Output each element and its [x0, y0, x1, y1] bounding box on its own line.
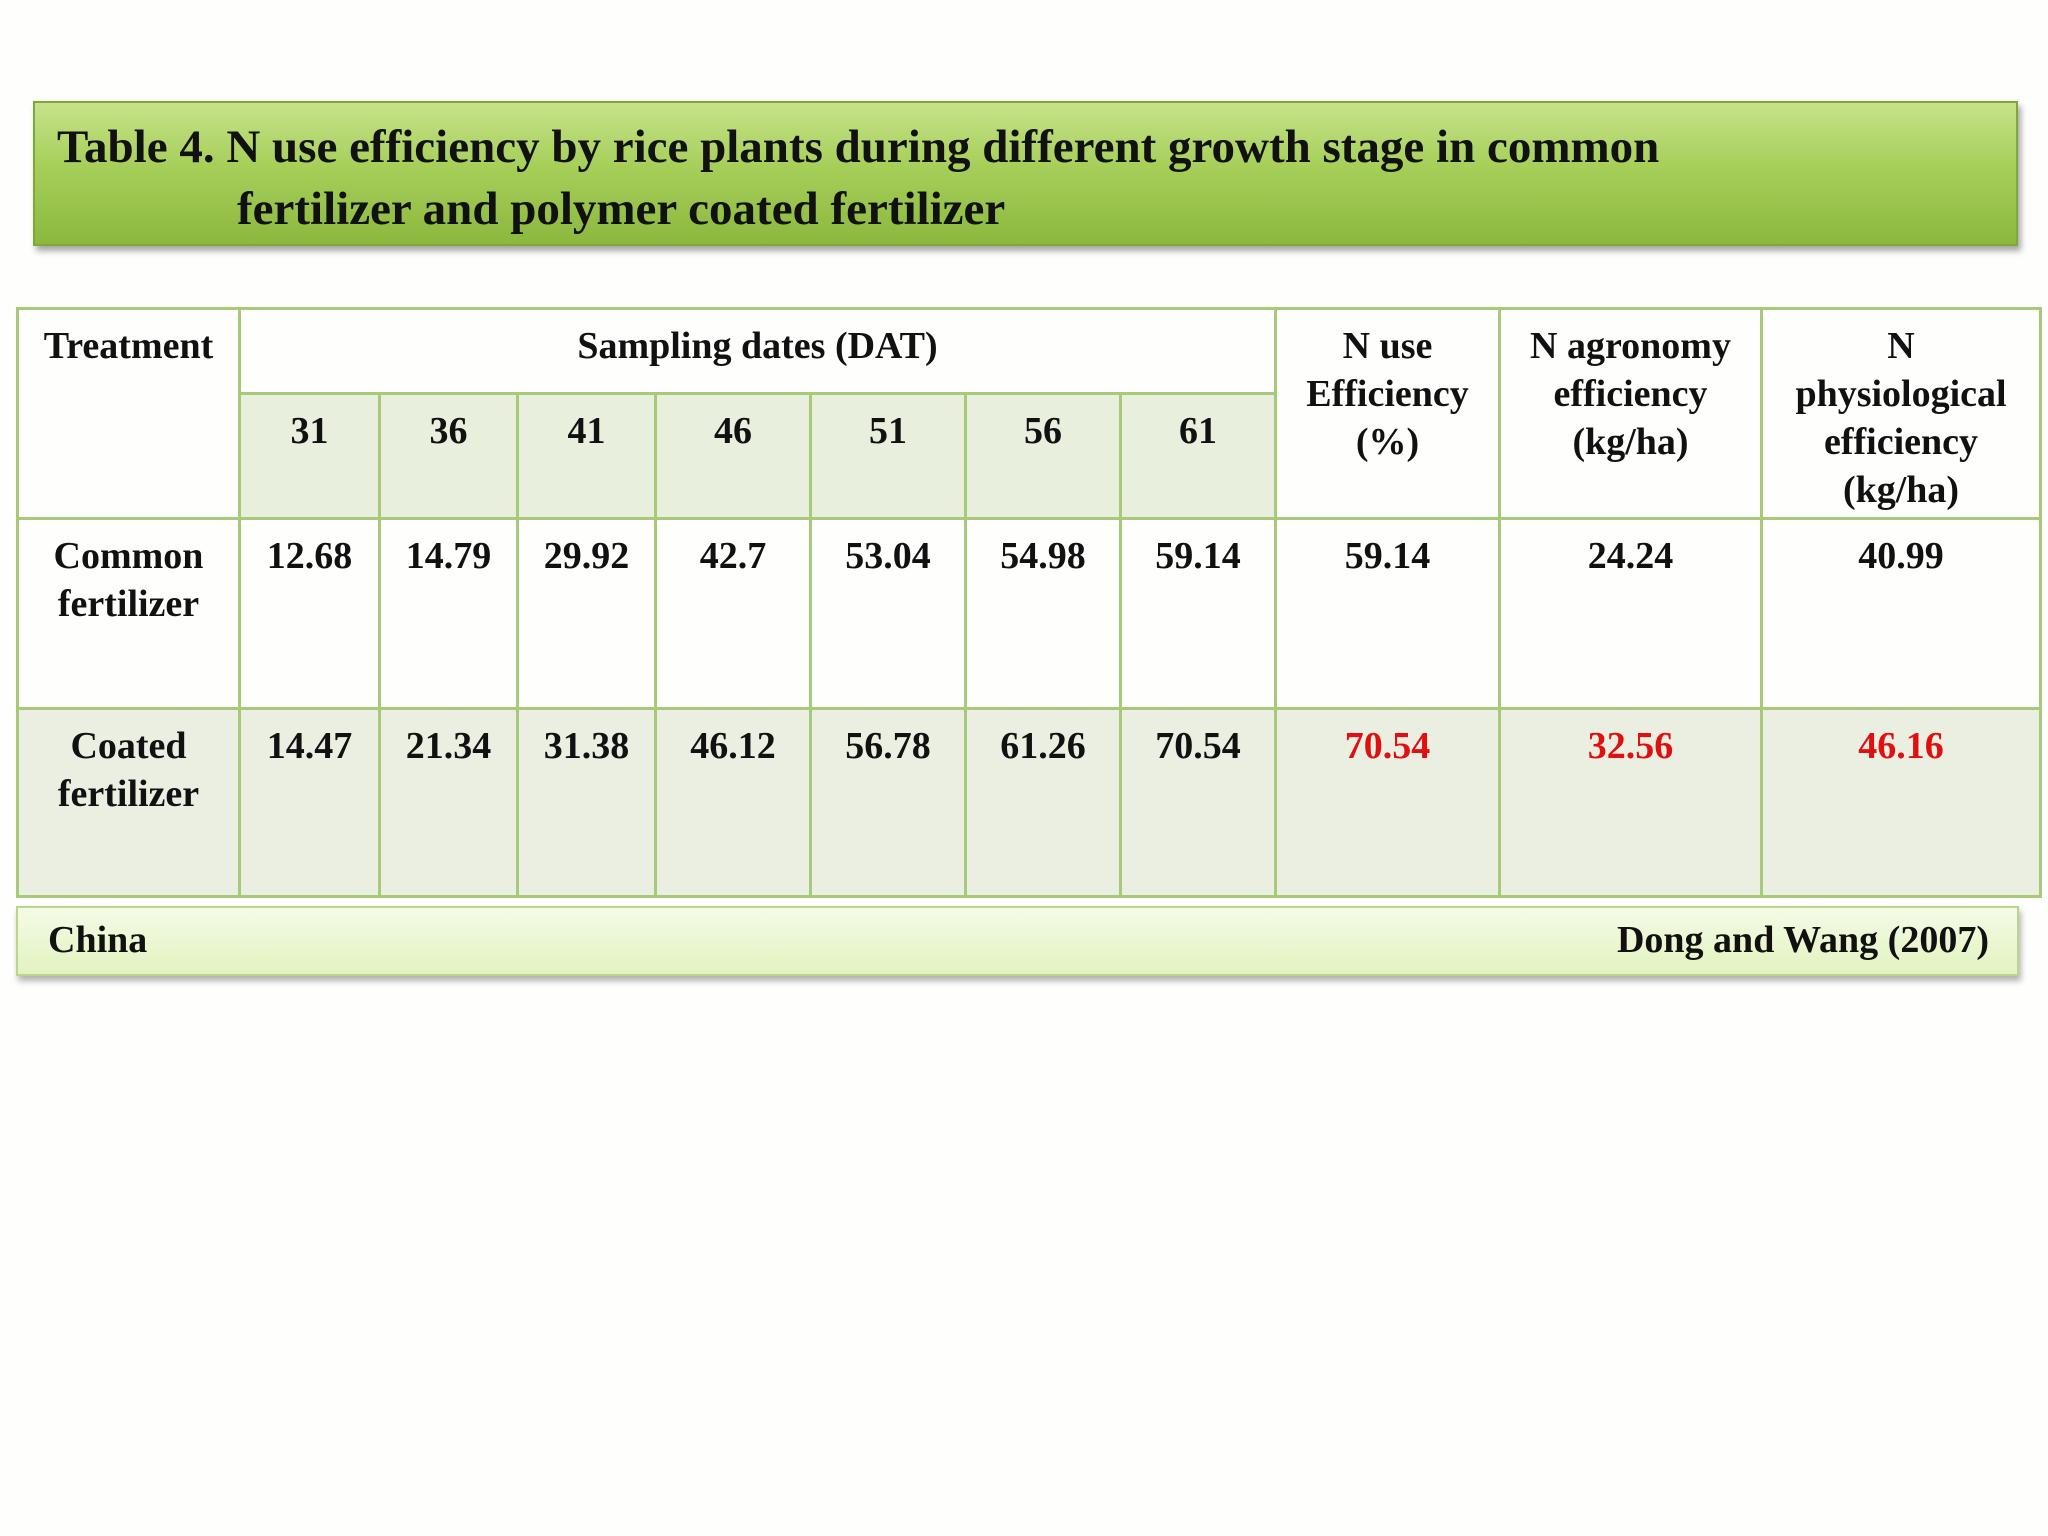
header-n-use-line: Efficiency	[1306, 373, 1469, 415]
value-cell: 12.68	[238, 517, 381, 710]
treatment-label-line: fertilizer	[57, 773, 200, 815]
n-use-value-highlight: 70.54	[1274, 707, 1502, 898]
treatment-cell: Coated fertilizer	[16, 707, 241, 898]
efficiency-table: Treatment Sampling dates (DAT) N use Eff…	[16, 307, 2043, 898]
table-row-coated-fertilizer: Coated fertilizer 14.47 21.34 31.38 46.1…	[16, 707, 2043, 898]
header-n-agronomy-line: N agronomy	[1530, 325, 1731, 367]
table-row-common-fertilizer: Common fertilizer 12.68 14.79 29.92 42.7…	[16, 517, 2043, 710]
value-cell: 59.14	[1118, 517, 1278, 710]
treatment-label-line: Common	[53, 535, 204, 577]
header-date-61: 61	[1118, 392, 1278, 520]
title-banner: Table 4. N use efficiency by rice plants…	[33, 101, 2018, 246]
value-cell: 70.54	[1118, 707, 1278, 898]
header-n-use-line: N use	[1342, 325, 1433, 367]
value-cell: 31.38	[516, 707, 657, 898]
header-date-41: 41	[516, 392, 657, 520]
header-n-agronomy-line: efficiency	[1553, 373, 1708, 415]
value-cell: 42.7	[654, 517, 812, 710]
header-date-46: 46	[654, 392, 812, 520]
header-date-36: 36	[378, 392, 519, 520]
treatment-label-line: Coated	[70, 725, 187, 767]
value-cell: 29.92	[516, 517, 657, 710]
value-cell: 61.26	[964, 707, 1122, 898]
n-physiological-value: 40.99	[1760, 517, 2043, 710]
value-cell: 21.34	[378, 707, 519, 898]
header-date-31: 31	[238, 392, 381, 520]
header-sampling-dates: Sampling dates (DAT)	[237, 307, 1278, 395]
header-date-56: 56	[964, 392, 1122, 520]
value-cell: 14.79	[378, 517, 519, 710]
header-n-physiological-line: (kg/ha)	[1842, 469, 1960, 511]
header-n-physiological-line: N	[1887, 325, 1915, 367]
header-n-use-efficiency: N use Efficiency (%)	[1274, 307, 1502, 520]
table-title-line-2: fertilizer and polymer coated fertilizer	[237, 183, 1006, 235]
header-treatment: Treatment	[16, 307, 241, 520]
value-cell: 54.98	[964, 517, 1122, 710]
table-title-line-1: Table 4. N use efficiency by rice plants…	[57, 121, 1660, 173]
value-cell: 53.04	[809, 517, 967, 710]
header-n-physiological-efficiency: N physiological efficiency (kg/ha)	[1760, 307, 2043, 520]
footer-source: Dong and Wang (2007)	[1616, 919, 1989, 961]
value-cell: 14.47	[238, 707, 381, 898]
header-date-51: 51	[809, 392, 967, 520]
n-use-value: 59.14	[1274, 517, 1502, 710]
header-n-physiological-line: physiological	[1795, 373, 2007, 415]
treatment-cell: Common fertilizer	[16, 517, 241, 710]
n-agronomy-value-highlight: 32.56	[1498, 707, 1764, 898]
header-n-agronomy-line: (kg/ha)	[1572, 421, 1689, 463]
footer-country: China	[48, 919, 148, 961]
n-physiological-value-highlight: 46.16	[1760, 707, 2043, 898]
header-n-use-line: (%)	[1355, 421, 1420, 463]
header-n-physiological-line: efficiency	[1824, 421, 1979, 463]
value-cell: 46.12	[654, 707, 812, 898]
n-agronomy-value: 24.24	[1498, 517, 1764, 710]
treatment-label-line: fertilizer	[57, 583, 200, 625]
footer-banner: China Dong and Wang (2007)	[16, 906, 2019, 976]
value-cell: 56.78	[809, 707, 967, 898]
header-n-agronomy-efficiency: N agronomy efficiency (kg/ha)	[1498, 307, 1764, 520]
